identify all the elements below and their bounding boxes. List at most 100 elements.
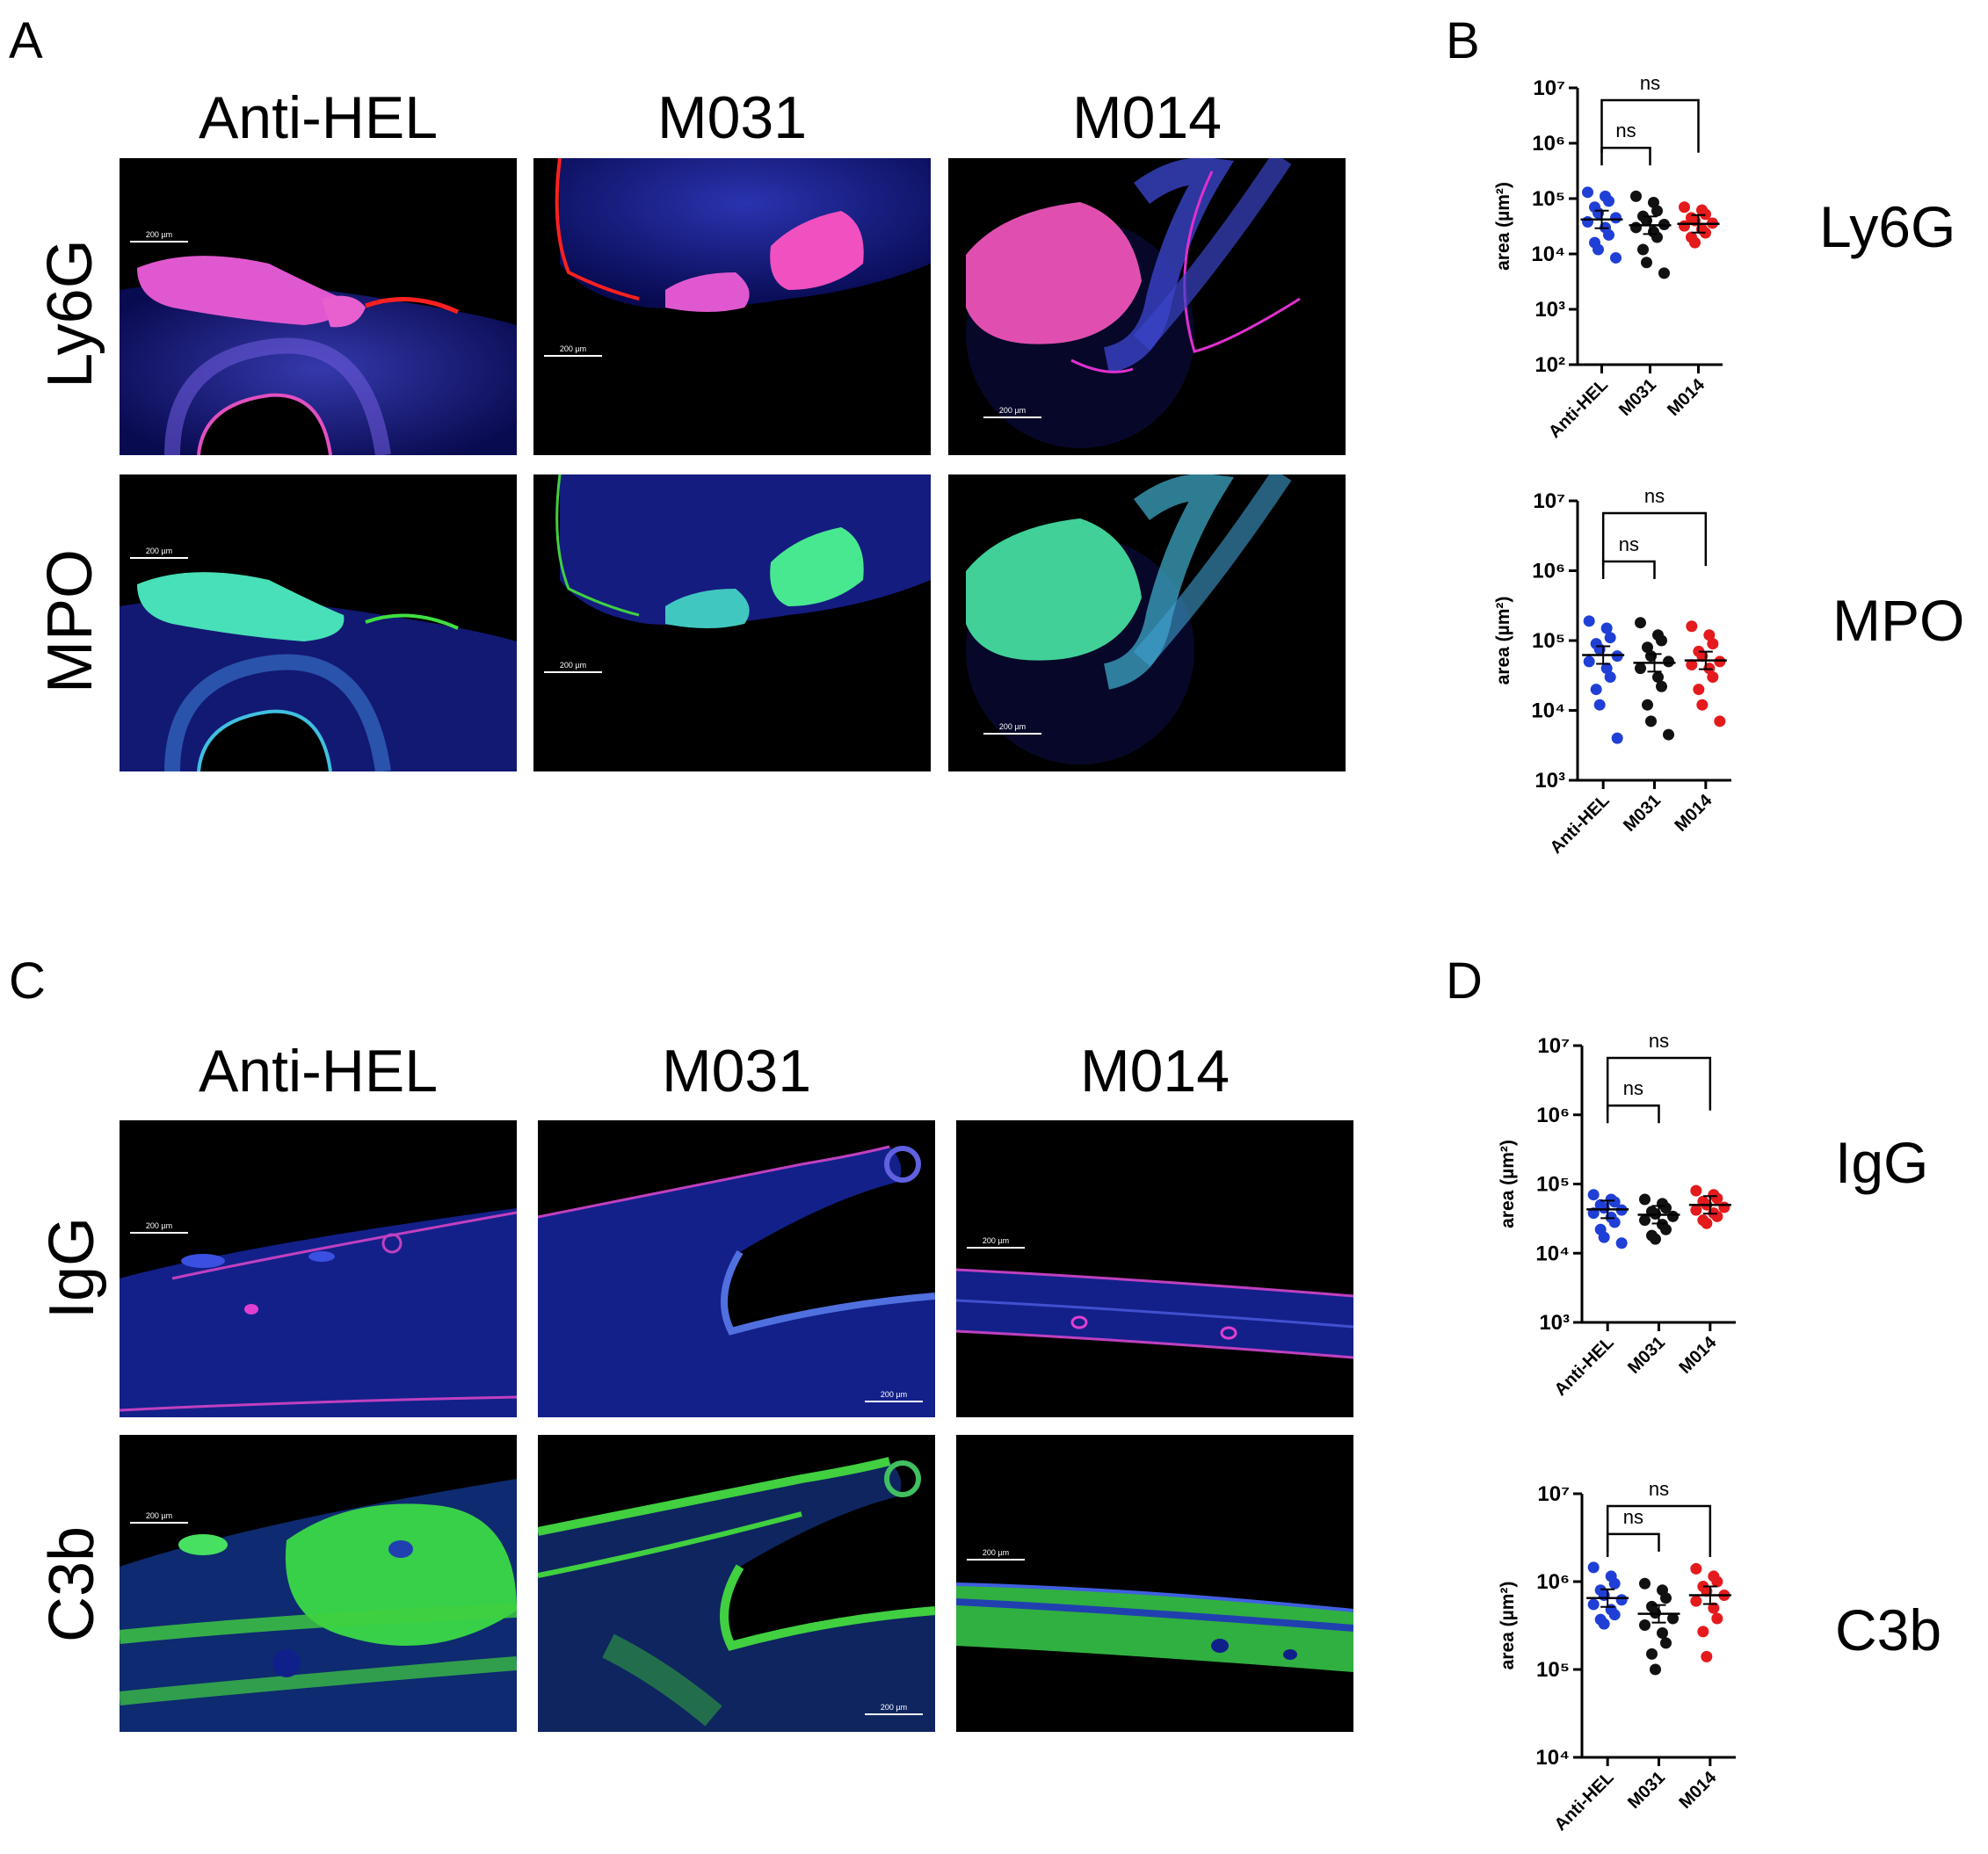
x-tick-label: M014 xyxy=(1664,374,1709,420)
data-point xyxy=(1639,1214,1651,1227)
y-tick-label: 10⁶ xyxy=(1532,560,1565,583)
data-point xyxy=(1711,1575,1723,1588)
data-point xyxy=(1657,1219,1668,1231)
scale-bar-label: 200 µm xyxy=(983,1548,1009,1557)
data-point xyxy=(1608,1196,1621,1208)
y-tick-label: 10⁶ xyxy=(1532,132,1565,156)
data-point xyxy=(1608,1577,1621,1590)
significance-label: ns xyxy=(1640,72,1660,94)
data-point xyxy=(1708,1570,1720,1582)
x-tick-label: M031 xyxy=(1624,1333,1669,1378)
micrograph-c3b-anti-hel: 200 µm xyxy=(120,1435,517,1732)
micrograph-igg-anti-hel: 200 µm xyxy=(120,1120,517,1417)
significance-bracket xyxy=(1600,98,1700,153)
data-point xyxy=(1615,1204,1628,1216)
data-point xyxy=(1690,1184,1702,1197)
data-point xyxy=(1589,201,1600,214)
data-point xyxy=(1608,1609,1621,1621)
data-point xyxy=(1637,210,1649,222)
y-tick-label: 10⁷ xyxy=(1533,489,1565,513)
data-point xyxy=(1696,650,1709,663)
data-point xyxy=(1598,1202,1610,1214)
data-point xyxy=(1708,1602,1720,1614)
data-point xyxy=(1641,257,1652,269)
data-point xyxy=(1587,1561,1600,1574)
data-point xyxy=(1646,1600,1658,1612)
data-point xyxy=(1593,643,1606,655)
data-point xyxy=(1646,1648,1658,1660)
data-point xyxy=(1707,671,1719,684)
data-point xyxy=(1603,228,1614,241)
data-point xyxy=(1635,617,1646,629)
panel-letter-c: C xyxy=(9,952,46,1010)
y-tick-label: 10³ xyxy=(1535,298,1565,322)
y-tick-label: 10⁴ xyxy=(1531,243,1565,266)
micrograph-igg-m014: 200 µm xyxy=(956,1120,1353,1417)
data-point xyxy=(1658,219,1670,231)
data-point xyxy=(1697,1195,1709,1207)
data-point xyxy=(1711,1612,1723,1625)
y-tick-label: 10⁴ xyxy=(1535,1242,1570,1265)
y-tick-label: 10² xyxy=(1535,353,1565,377)
data-point xyxy=(1604,671,1616,684)
panel-c-row-c3b: C3b xyxy=(37,1525,107,1643)
data-point xyxy=(1697,1626,1709,1638)
panel-letter-a: A xyxy=(9,12,43,69)
data-point xyxy=(1645,715,1657,728)
data-point xyxy=(1657,1584,1668,1597)
panel-a-column-m014: M014 xyxy=(1071,84,1223,151)
scale-bar-label: 200 µm xyxy=(146,230,172,239)
panel-letter-d: D xyxy=(1446,952,1483,1010)
data-point xyxy=(1646,1229,1658,1242)
data-point xyxy=(1605,1604,1617,1616)
y-axis-label: area (µm²) xyxy=(1498,1582,1518,1670)
data-point xyxy=(1583,615,1595,627)
data-point xyxy=(1697,1581,1709,1593)
data-point xyxy=(1711,1210,1723,1222)
data-point xyxy=(1589,236,1600,249)
data-point xyxy=(1639,1619,1651,1631)
data-point xyxy=(1582,215,1593,228)
data-point xyxy=(1660,1202,1672,1214)
scale-bar-label: 200 µm xyxy=(146,1511,172,1520)
significance-label: ns xyxy=(1649,1478,1669,1500)
y-tick-label: 10⁴ xyxy=(1535,1746,1570,1770)
data-point xyxy=(1600,190,1611,202)
panel-c-row-igg: IgG xyxy=(37,1216,107,1320)
data-point xyxy=(1652,629,1664,641)
data-point xyxy=(1650,1208,1661,1220)
data-point xyxy=(1594,1584,1607,1597)
significance-bracket xyxy=(1601,511,1708,567)
micrograph-igg-m031: 200 µm xyxy=(538,1120,935,1417)
data-point xyxy=(1635,663,1646,675)
data-point xyxy=(1660,1637,1672,1649)
data-point xyxy=(1690,1204,1702,1216)
data-point xyxy=(1652,671,1664,684)
data-point xyxy=(1660,1223,1672,1235)
x-tick-label: M014 xyxy=(1675,1332,1721,1378)
data-point xyxy=(1598,1618,1610,1630)
significance-bracket xyxy=(1606,1056,1712,1111)
y-tick-label: 10³ xyxy=(1535,769,1565,793)
data-point xyxy=(1611,650,1623,663)
significance-bracket xyxy=(1600,146,1651,166)
data-point xyxy=(1667,1612,1679,1625)
y-tick-label: 10⁵ xyxy=(1536,1658,1570,1682)
micrograph-c3b-m031: 200 µm xyxy=(538,1435,935,1732)
data-point xyxy=(1598,1589,1610,1601)
data-point xyxy=(1686,212,1697,224)
data-point xyxy=(1667,1210,1679,1222)
data-point xyxy=(1689,214,1701,227)
data-point xyxy=(1611,732,1623,744)
data-point xyxy=(1656,680,1667,692)
data-point xyxy=(1696,699,1709,711)
data-point xyxy=(1642,641,1653,654)
x-tick-label: Anti-HEL xyxy=(1551,1333,1618,1400)
data-point xyxy=(1697,1214,1709,1227)
y-tick-label: 10⁶ xyxy=(1536,1104,1570,1127)
y-axis-label: area (µm²) xyxy=(1493,597,1513,685)
significance-label: ns xyxy=(1619,533,1639,555)
marker-label-igg: IgG xyxy=(1835,1130,1929,1195)
data-point xyxy=(1663,728,1674,741)
data-point xyxy=(1594,1613,1607,1626)
